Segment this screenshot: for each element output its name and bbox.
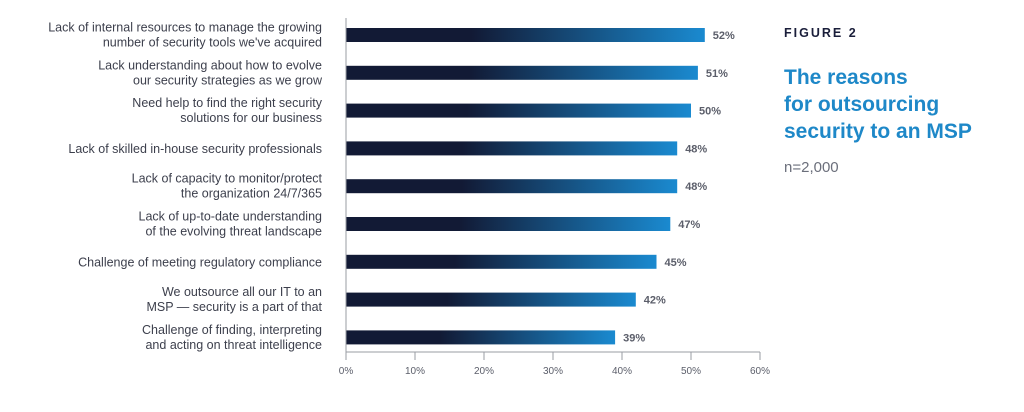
bar-1 [346,28,705,42]
value-labels: 52% 51% 50% 48% 48% 47% 45% 42% 39% [623,30,735,344]
value-label-9: 39% [623,332,645,344]
category-label-2-line-1: Lack understanding about how to evolve [98,58,322,72]
category-label-6-line-2: of the evolving threat landscape [145,225,322,239]
value-label-7: 45% [665,257,687,269]
bar-7 [346,254,657,269]
bar-chart: Lack of internal resources to manage the… [48,18,770,377]
x-tick-label-6: 60% [750,366,770,377]
x-axis: 0% 10% 20% 30% 40% 50% 60% [339,18,770,377]
figure-info-panel: FIGURE 2 The reasons for outsourcing sec… [784,26,1020,176]
category-label-3-line-1: Need help to find the right security [132,96,322,110]
x-tick-label-0: 0% [339,366,354,377]
x-tick-label-1: 10% [405,366,425,377]
category-label-9-line-1: Challenge of finding, interpreting [142,323,322,337]
category-label-8-line-1: We outsource all our IT to an [162,285,322,299]
x-tick-label-4: 40% [612,366,632,377]
chart-title: The reasons for outsourcing security to … [784,66,972,143]
category-labels: Lack of internal resources to manage the… [48,21,323,352]
category-label-9-line-2: and acting on threat intelligence [145,338,322,352]
bar-5 [346,179,678,194]
value-label-2: 51% [706,68,728,80]
value-label-8: 42% [644,295,666,307]
value-label-4: 48% [685,143,707,155]
category-label-1-line-2: number of security tools we've acquired [103,36,322,50]
figure-label: FIGURE 2 [784,26,858,40]
bar-2 [346,65,698,80]
category-label-8-line-2: MSP — security is a part of that [146,300,322,314]
value-label-3: 50% [699,106,721,118]
category-label-4-line-1: Lack of skilled in-house security profes… [68,142,322,156]
value-label-1: 52% [713,30,735,42]
chart-subtitle: n=2,000 [784,159,839,176]
category-label-5-line-2: the organization 24/7/365 [181,187,322,201]
x-tick-label-3: 30% [543,366,563,377]
category-label-7-line-1: Challenge of meeting regulatory complian… [78,255,322,269]
bar-4 [346,141,678,156]
value-label-5: 48% [685,181,707,193]
category-label-3-line-2: solutions for our business [180,111,322,125]
x-tick-label-5: 50% [681,366,701,377]
bar-3 [346,103,691,118]
x-tick-label-2: 20% [474,366,494,377]
category-label-1-line-1: Lack of internal resources to manage the… [48,21,322,35]
category-label-2-line-2: our security strategies as we grow [133,73,323,87]
bar-9 [346,330,616,345]
bars-layer [346,28,705,345]
category-label-6-line-1: Lack of up-to-date understanding [139,210,323,224]
category-label-5-line-1: Lack of capacity to monitor/protect [132,172,323,186]
bar-8 [346,292,636,307]
bar-6 [346,217,671,231]
value-label-6: 47% [678,219,700,231]
